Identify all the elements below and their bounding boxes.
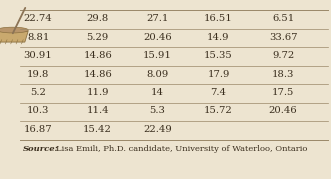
Text: 22.49: 22.49	[143, 125, 171, 134]
Text: 19.8: 19.8	[27, 70, 49, 79]
Text: 15.42: 15.42	[83, 125, 112, 134]
Text: 16.87: 16.87	[24, 125, 52, 134]
Text: 5.3: 5.3	[149, 107, 165, 115]
Text: 30.91: 30.91	[24, 51, 52, 60]
Text: 8.09: 8.09	[146, 70, 168, 79]
Polygon shape	[0, 31, 28, 42]
Text: 17.9: 17.9	[207, 70, 230, 79]
Text: 27.1: 27.1	[146, 14, 168, 23]
Text: 7.4: 7.4	[211, 88, 226, 97]
Text: 11.9: 11.9	[86, 88, 109, 97]
Text: 10.3: 10.3	[27, 107, 49, 115]
Text: 14.86: 14.86	[83, 51, 112, 60]
Text: 29.8: 29.8	[86, 14, 109, 23]
Text: 17.5: 17.5	[272, 88, 294, 97]
Text: Lisa Emili, Ph.D. candidate, University of Waterloo, Ontario: Lisa Emili, Ph.D. candidate, University …	[56, 145, 307, 153]
Text: 15.72: 15.72	[204, 107, 233, 115]
Text: 9.72: 9.72	[272, 51, 294, 60]
Text: 6.51: 6.51	[272, 14, 294, 23]
Text: 20.46: 20.46	[143, 33, 171, 42]
Text: 16.51: 16.51	[204, 14, 233, 23]
Text: 20.46: 20.46	[269, 107, 297, 115]
Text: 15.91: 15.91	[143, 51, 172, 60]
Text: 33.67: 33.67	[269, 33, 297, 42]
Text: 14: 14	[151, 88, 164, 97]
Text: 14.86: 14.86	[83, 70, 112, 79]
Text: 18.3: 18.3	[272, 70, 294, 79]
Text: 22.74: 22.74	[24, 14, 52, 23]
Text: 14.9: 14.9	[207, 33, 230, 42]
Ellipse shape	[0, 27, 28, 33]
Text: 8.81: 8.81	[27, 33, 49, 42]
Text: 15.35: 15.35	[204, 51, 233, 60]
Text: 5.2: 5.2	[30, 88, 46, 97]
Text: Source:: Source:	[23, 145, 59, 153]
Text: 11.4: 11.4	[86, 107, 109, 115]
Text: 5.29: 5.29	[86, 33, 109, 42]
